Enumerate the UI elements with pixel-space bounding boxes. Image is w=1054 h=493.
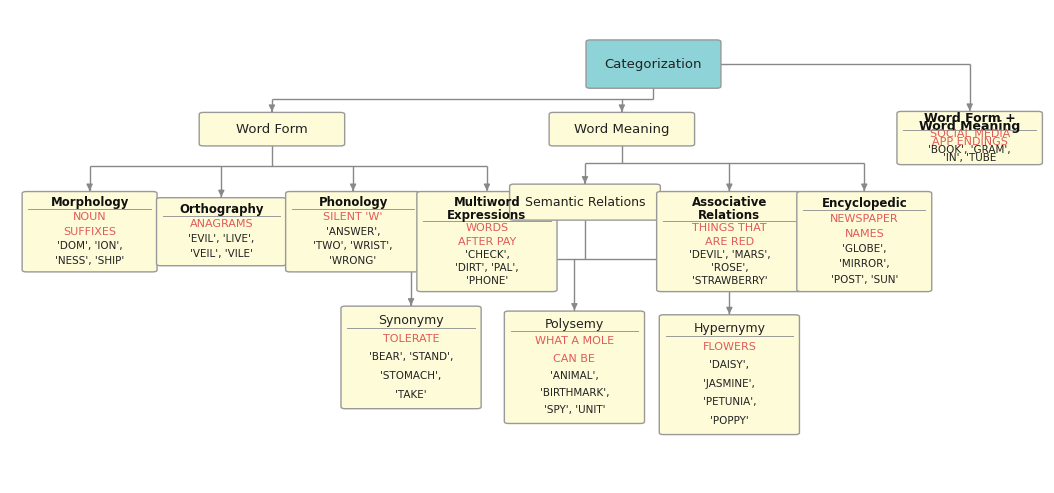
Text: AFTER PAY: AFTER PAY (457, 237, 516, 246)
Text: 'BIRTHMARK',: 'BIRTHMARK', (540, 388, 609, 398)
Text: 'IN', 'TUBE: 'IN', 'TUBE (943, 153, 996, 163)
Text: NEWSPAPER: NEWSPAPER (829, 213, 899, 224)
Text: 'CHECK',: 'CHECK', (465, 250, 509, 260)
Text: Encyclopedic: Encyclopedic (821, 197, 907, 210)
Text: 'STRAWBERRY': 'STRAWBERRY' (691, 276, 767, 286)
Text: 'JASMINE',: 'JASMINE', (703, 379, 756, 389)
FancyBboxPatch shape (660, 315, 799, 435)
FancyBboxPatch shape (549, 112, 695, 146)
Text: 'ANIMAL',: 'ANIMAL', (550, 371, 599, 381)
Text: 'BOOK', 'GRAM',: 'BOOK', 'GRAM', (929, 145, 1011, 155)
Text: FLOWERS: FLOWERS (702, 342, 757, 352)
Text: APP ENDINGS: APP ENDINGS (932, 137, 1008, 147)
Text: 'PETUNIA',: 'PETUNIA', (703, 397, 756, 407)
Text: Word Meaning: Word Meaning (574, 123, 669, 136)
Text: Phonology: Phonology (318, 196, 388, 210)
Text: 'PHONE': 'PHONE' (466, 276, 508, 286)
FancyBboxPatch shape (417, 192, 557, 292)
Text: Expressions: Expressions (447, 209, 527, 222)
FancyBboxPatch shape (797, 192, 932, 292)
Text: SOCIAL MEDIA: SOCIAL MEDIA (930, 129, 1010, 139)
Text: 'TAKE': 'TAKE' (395, 389, 427, 400)
FancyBboxPatch shape (897, 111, 1042, 165)
Text: 'DAISY',: 'DAISY', (709, 360, 749, 370)
Text: 'NESS', 'SHIP': 'NESS', 'SHIP' (55, 255, 124, 266)
Text: Morphology: Morphology (51, 196, 129, 210)
Text: Multiword: Multiword (453, 196, 521, 209)
Text: Orthography: Orthography (179, 203, 264, 216)
Text: 'EVIL', 'LIVE',: 'EVIL', 'LIVE', (189, 234, 254, 244)
FancyBboxPatch shape (341, 306, 481, 409)
FancyBboxPatch shape (22, 191, 157, 272)
Text: Relations: Relations (699, 209, 760, 222)
FancyBboxPatch shape (657, 192, 802, 292)
Text: SILENT 'W': SILENT 'W' (324, 212, 383, 222)
Text: 'ANSWER',: 'ANSWER', (326, 227, 380, 237)
Text: 'TWO', 'WRIST',: 'TWO', 'WRIST', (313, 241, 393, 251)
Text: 'POPPY': 'POPPY' (710, 416, 748, 425)
Text: Hypernymy: Hypernymy (694, 322, 765, 335)
Text: CAN BE: CAN BE (553, 353, 596, 364)
FancyBboxPatch shape (199, 112, 345, 146)
Text: Word Meaning: Word Meaning (919, 120, 1020, 133)
Text: 'WRONG': 'WRONG' (330, 255, 376, 266)
Text: NOUN: NOUN (73, 212, 106, 222)
Text: 'STOMACH',: 'STOMACH', (380, 371, 442, 381)
Text: Polysemy: Polysemy (545, 318, 604, 331)
Text: 'DIRT', 'PAL',: 'DIRT', 'PAL', (455, 263, 519, 273)
FancyBboxPatch shape (157, 198, 286, 266)
Text: 'GLOBE',: 'GLOBE', (842, 244, 886, 254)
Text: 'POST', 'SUN': 'POST', 'SUN' (831, 275, 898, 285)
Text: Word Form: Word Form (236, 123, 308, 136)
Text: Word Form +: Word Form + (923, 112, 1016, 125)
Text: 'SPY', 'UNIT': 'SPY', 'UNIT' (544, 405, 605, 415)
Text: 'VEIL', 'VILE': 'VEIL', 'VILE' (190, 249, 253, 259)
Text: ANAGRAMS: ANAGRAMS (190, 219, 253, 229)
Text: 'ROSE',: 'ROSE', (710, 263, 748, 273)
Text: THINGS THAT: THINGS THAT (692, 223, 766, 233)
Text: WHAT A MOLE: WHAT A MOLE (534, 336, 614, 347)
Text: Semantic Relations: Semantic Relations (525, 196, 645, 209)
FancyBboxPatch shape (505, 311, 645, 423)
FancyBboxPatch shape (286, 191, 421, 272)
Text: NAMES: NAMES (844, 229, 884, 239)
Text: 'DOM', 'ION',: 'DOM', 'ION', (57, 241, 122, 251)
FancyBboxPatch shape (586, 40, 721, 88)
Text: 'MIRROR',: 'MIRROR', (839, 259, 890, 270)
Text: 'DEVIL', 'MARS',: 'DEVIL', 'MARS', (688, 250, 770, 260)
Text: Synonymy: Synonymy (378, 314, 444, 327)
Text: TOLERATE: TOLERATE (383, 334, 440, 344)
Text: Categorization: Categorization (605, 58, 702, 70)
Text: 'BEAR', 'STAND',: 'BEAR', 'STAND', (369, 352, 453, 362)
Text: Associative: Associative (691, 196, 767, 209)
Text: WORDS: WORDS (466, 223, 508, 233)
Text: ARE RED: ARE RED (705, 237, 754, 246)
FancyBboxPatch shape (510, 184, 660, 220)
Text: SUFFIXES: SUFFIXES (63, 227, 116, 237)
